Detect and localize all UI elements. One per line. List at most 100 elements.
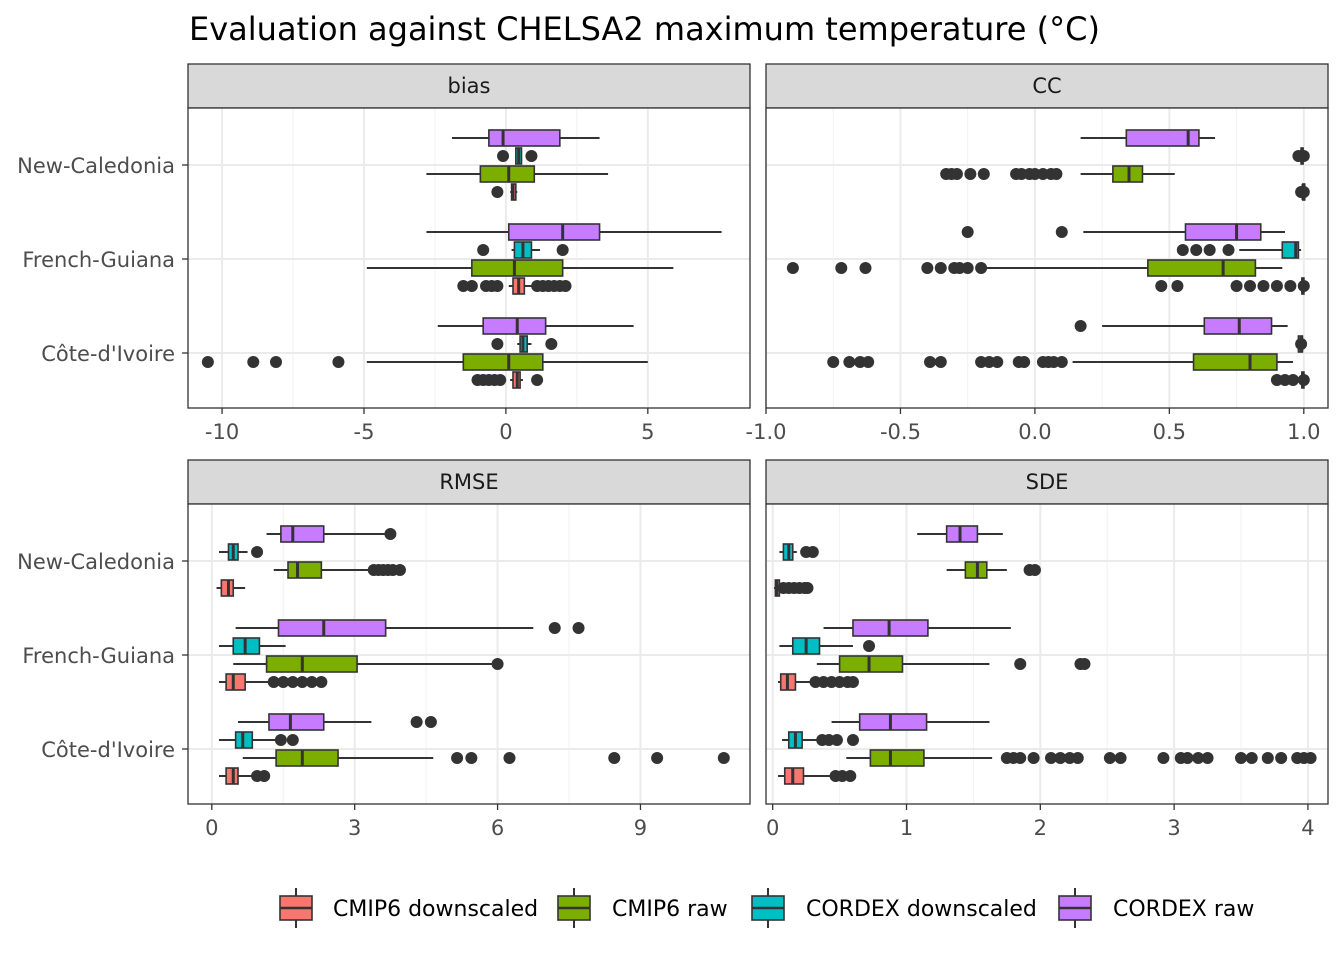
outlier-point: [608, 752, 621, 764]
box-cmip6-downscaled: [778, 767, 857, 785]
outlier-point: [846, 734, 859, 746]
outlier-point: [296, 676, 309, 688]
box-cmip6-raw: [201, 353, 648, 371]
outlier-point: [201, 356, 214, 368]
outlier-point: [465, 752, 478, 764]
outlier-point: [305, 676, 318, 688]
outlier-point: [1222, 244, 1235, 256]
x-tick-label: 2: [1034, 816, 1047, 840]
box-cordex-raw: [1074, 317, 1288, 335]
box-iqr: [507, 223, 601, 241]
box-iqr: [482, 317, 547, 335]
box-cordex-raw: [437, 317, 634, 335]
outlier-point: [961, 262, 974, 274]
outlier-point: [1054, 752, 1067, 764]
outlier-point: [1230, 280, 1243, 292]
y-tick-label: New-Caledonia: [17, 550, 175, 574]
box-iqr: [268, 713, 325, 731]
box-cmip6-downscaled: [457, 277, 572, 295]
x-tick-label: 1.0: [1287, 420, 1320, 444]
box-cmip6-downscaled: [218, 673, 328, 691]
x-tick-label: -0.5: [880, 420, 921, 444]
outlier-point: [843, 356, 856, 368]
outlier-point: [1201, 752, 1214, 764]
box-iqr: [945, 525, 979, 543]
outlier-point: [717, 752, 730, 764]
outlier-point: [286, 734, 299, 746]
outlier-point: [1171, 280, 1184, 292]
legend-label: CORDEX raw: [1113, 897, 1254, 922]
outlier-point: [457, 280, 470, 292]
outlier-point: [827, 356, 840, 368]
box-iqr: [275, 749, 339, 767]
outlier-point: [497, 150, 510, 162]
outlier-point: [410, 716, 423, 728]
box-cmip6-raw: [786, 259, 1283, 277]
outlier-point: [384, 528, 397, 540]
box-iqr: [265, 655, 358, 673]
x-tick-label: 9: [634, 816, 647, 840]
box-cordex-raw: [266, 525, 397, 543]
outlier-point: [465, 280, 478, 292]
outlier-point: [1103, 752, 1116, 764]
outlier-point: [934, 356, 947, 368]
box-cordex-downscaled: [1295, 335, 1308, 353]
x-tick-label: -10: [205, 420, 239, 444]
y-tick-label: French-Guiana: [22, 248, 175, 272]
box-cmip6-raw: [846, 749, 1317, 767]
outlier-point: [1261, 752, 1274, 764]
outlier-point: [267, 676, 280, 688]
outlier-point: [1028, 564, 1041, 576]
box-cmip6-downscaled: [471, 371, 544, 389]
panel-border: [187, 107, 751, 409]
box-iqr: [287, 561, 323, 579]
box-iqr: [277, 619, 387, 637]
box-iqr: [869, 749, 925, 767]
outlier-point: [451, 752, 464, 764]
x-tick-label: 0.0: [1018, 420, 1051, 444]
y-tick-label: Côte-d'Ivoire: [41, 342, 175, 366]
outlier-point: [844, 770, 857, 782]
outlier-point: [991, 356, 1004, 368]
x-tick-label: 0: [205, 816, 218, 840]
box-cordex-raw: [235, 619, 585, 637]
x-tick-label: 3: [348, 816, 361, 840]
outlier-point: [494, 374, 507, 386]
box-cmip6-downscaled: [774, 579, 814, 597]
outlier-point: [491, 338, 504, 350]
outlier-point: [1235, 752, 1248, 764]
outlier-point: [1275, 752, 1288, 764]
legend-entry-cmip6-raw: CMIP6 raw: [557, 888, 728, 928]
box-cordex-raw: [823, 619, 1011, 637]
outlier-point: [1297, 150, 1310, 162]
outlier-point: [934, 262, 947, 274]
box-cordex-downscaled: [477, 241, 569, 259]
box-cordex-raw: [917, 525, 1003, 543]
box-cordex-downscaled: [1176, 241, 1302, 259]
box-cmip6-downscaled: [216, 579, 246, 597]
box-cmip6-downscaled: [1155, 277, 1310, 295]
outlier-point: [1074, 320, 1087, 332]
box-cordex-raw: [426, 223, 722, 241]
outlier-point: [332, 356, 345, 368]
outlier-point: [286, 676, 299, 688]
box-iqr: [1125, 129, 1200, 147]
outlier-point: [559, 280, 572, 292]
facet-strip: [765, 459, 1329, 505]
box-cmip6-raw: [940, 165, 1175, 183]
legend-entry-cordex-raw: CORDEX raw: [1058, 888, 1254, 928]
outlier-point: [1078, 658, 1091, 670]
box-cmip6-downscaled: [1295, 183, 1310, 201]
legend-entry-cmip6-downscaled: CMIP6 downscaled: [279, 888, 538, 928]
outlier-point: [862, 356, 875, 368]
panel-border: [765, 503, 1329, 805]
y-tick-label: Côte-d'Ivoire: [41, 738, 175, 762]
outlier-point: [806, 546, 819, 558]
outlier-point: [975, 262, 988, 274]
outlier-point: [556, 244, 569, 256]
outlier-point: [1297, 186, 1310, 198]
outlier-point: [247, 356, 260, 368]
outlier-point: [1297, 280, 1310, 292]
outlier-point: [1071, 752, 1084, 764]
